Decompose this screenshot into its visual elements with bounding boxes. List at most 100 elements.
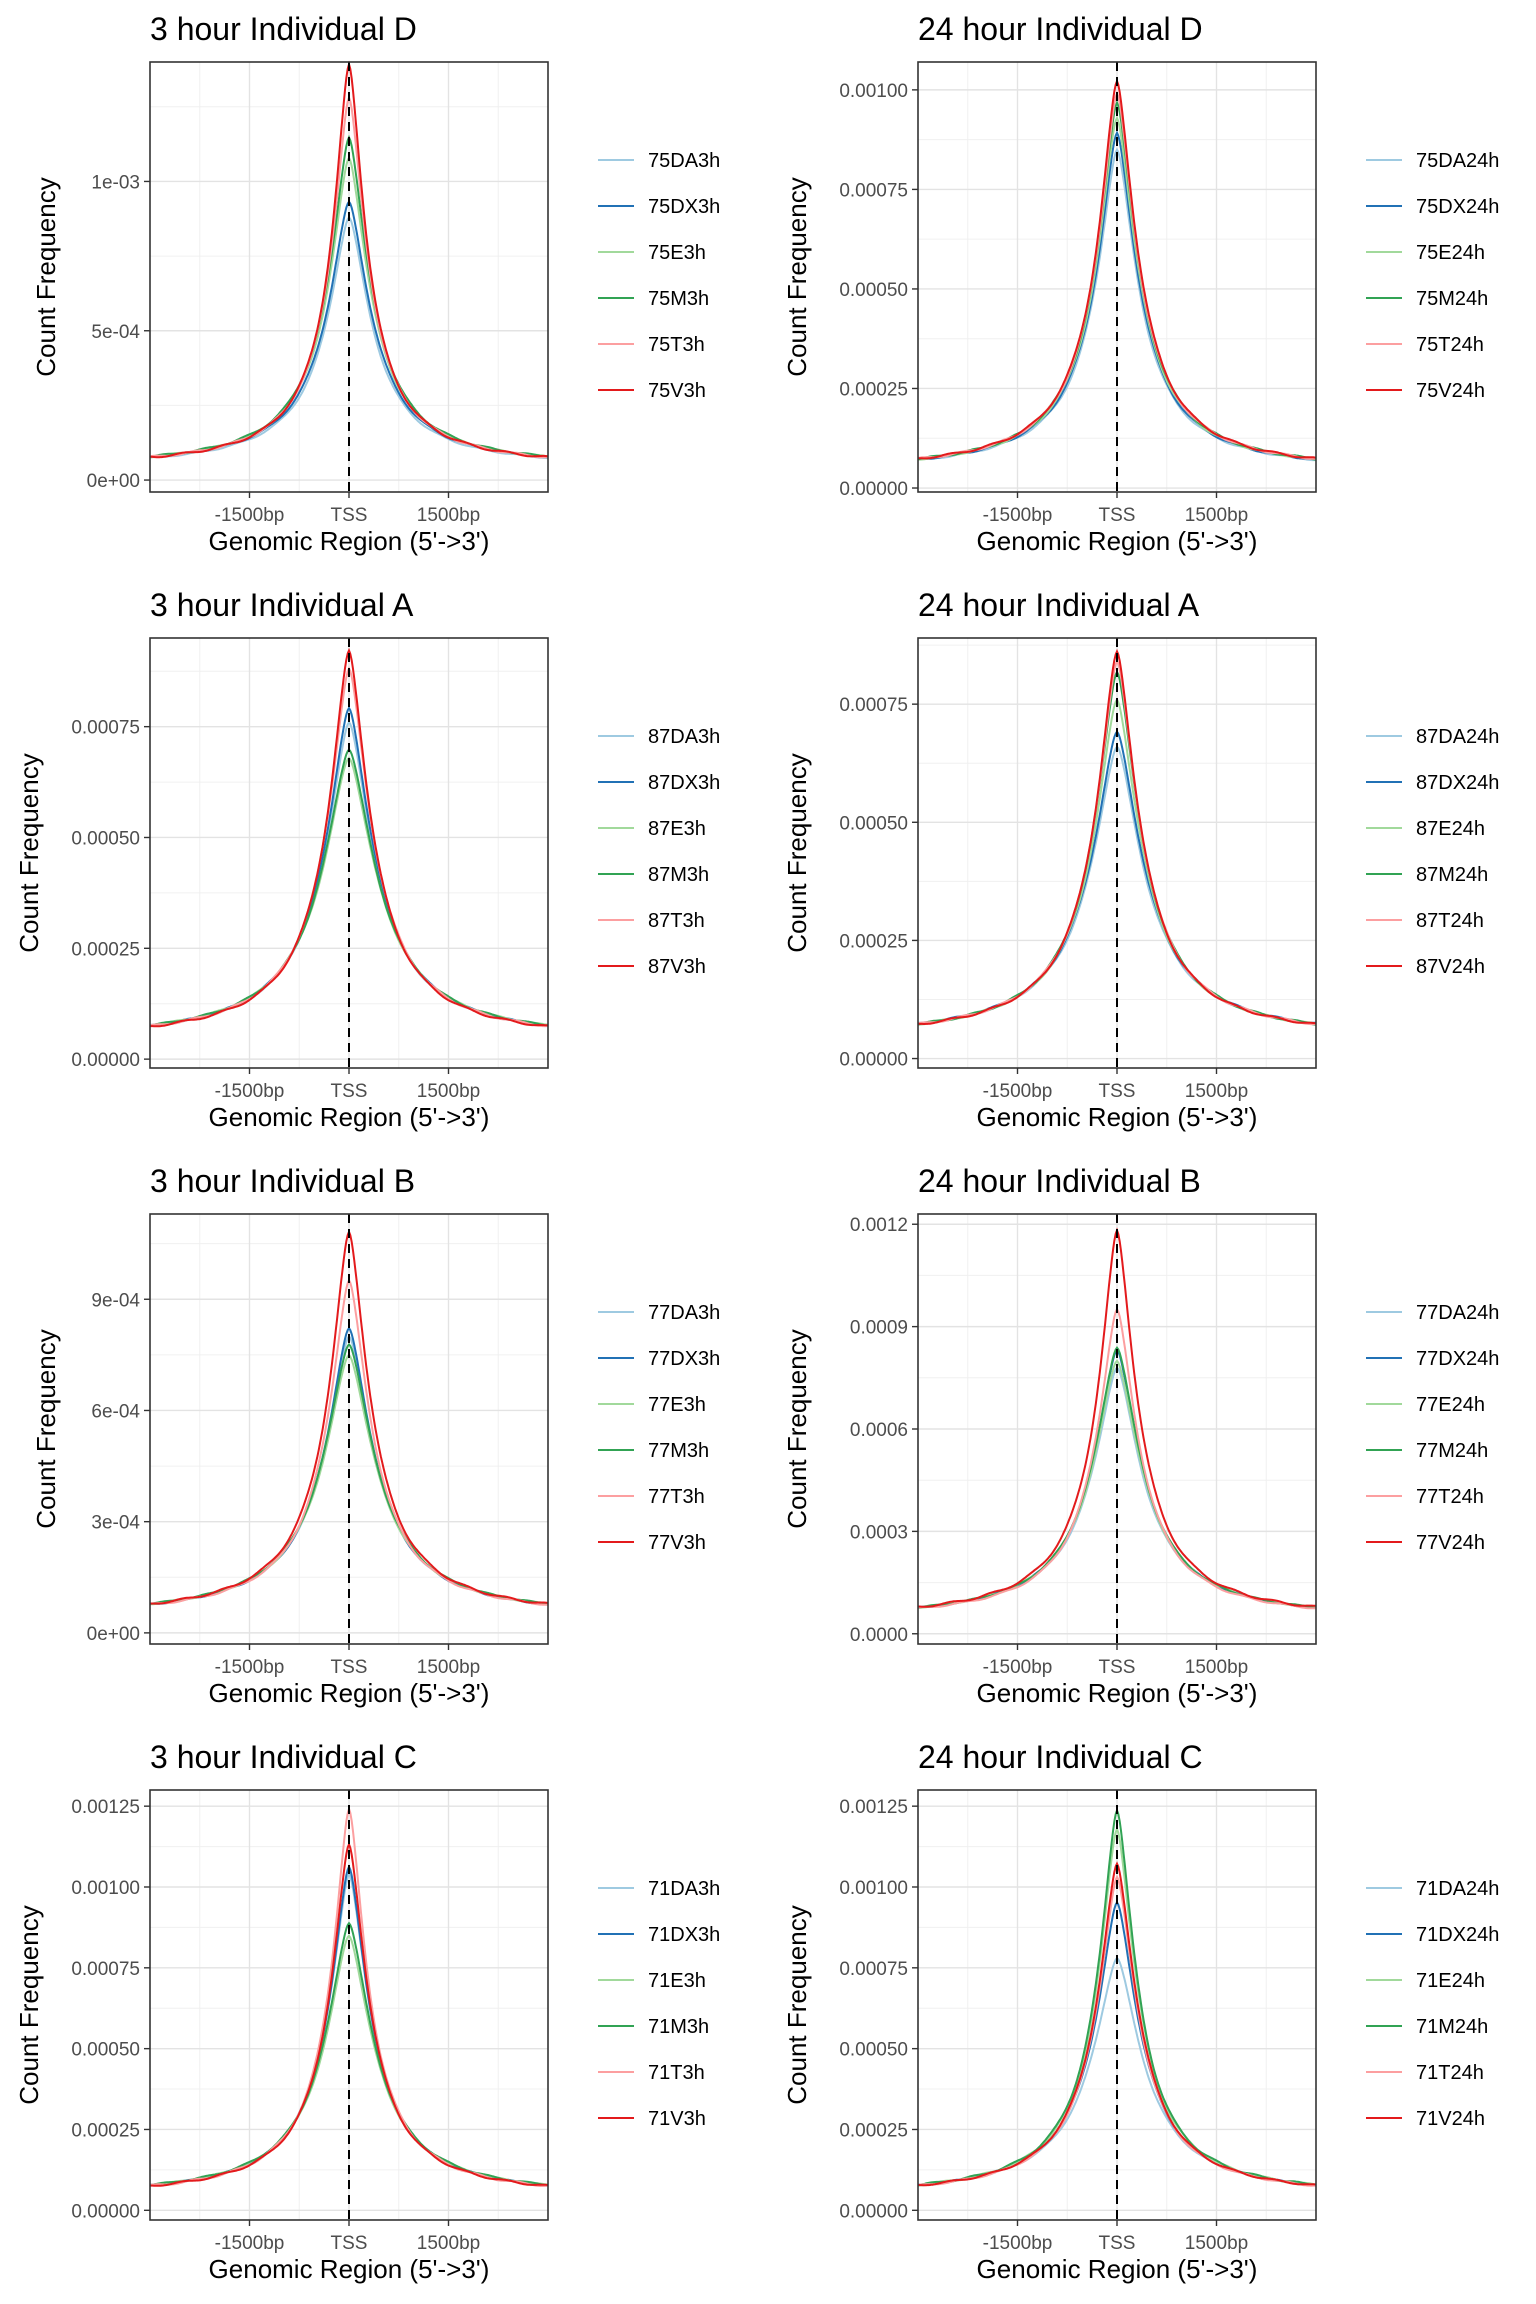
legend-label: 77E24h: [1416, 1394, 1485, 1416]
x-tick-label: -1500bp: [215, 1657, 285, 1678]
y-tick-label: 0.0006: [850, 1420, 908, 1441]
y-tick-label: 0.00100: [71, 1878, 140, 1899]
x-tick-label: -1500bp: [983, 505, 1053, 526]
panel-5: 3 hour Individual B 0e+00 3e-04 6e-04 9e-04 -…: [0, 1152, 768, 1728]
legend-label: 71M3h: [648, 2016, 709, 2038]
series-line-71M3h: [149, 1921, 549, 2187]
y-tick-label: 0e+00: [87, 1624, 140, 1645]
series-line-71V3h: [149, 1841, 549, 2187]
x-axis-title: Genomic Region (5'->3'): [977, 2254, 1258, 2284]
y-tick-label: 0.00050: [71, 2040, 140, 2061]
legend-label: 77DX24h: [1416, 1348, 1499, 1370]
chart-title: 24 hour Individual C: [918, 1739, 1203, 1775]
y-tick-label: 0.00025: [71, 939, 140, 960]
x-axis-title: Genomic Region (5'->3'): [209, 1102, 490, 1132]
legend-label: 87E24h: [1416, 818, 1485, 840]
panel-2: 24 hour Individual D 0.00000 0.00025 0.0005…: [768, 0, 1536, 576]
legend-label: 71V3h: [648, 2108, 706, 2130]
y-tick-label: 5e-04: [91, 322, 140, 343]
legend-label: 77E3h: [648, 1394, 706, 1416]
chart-title: 3 hour Individual B: [150, 1163, 415, 1199]
y-tick-label: 0.00075: [839, 180, 908, 201]
chart-title: 24 hour Individual A: [918, 587, 1200, 623]
y-tick-label: 0.00025: [839, 2120, 908, 2141]
y-tick-label: 0.0003: [850, 1522, 908, 1543]
y-axis-title: Count Frequency: [782, 177, 812, 376]
legend-label: 75T3h: [648, 334, 705, 356]
legend-label: 71T24h: [1416, 2062, 1484, 2084]
y-tick-label: 0.00000: [839, 479, 908, 500]
legend-label: 87E3h: [648, 818, 706, 840]
y-tick-label: 0.00125: [839, 1797, 908, 1818]
legend-label: 75DA3h: [648, 150, 720, 172]
x-tick-label: 1500bp: [1185, 1081, 1248, 1102]
legend-label: 75E3h: [648, 242, 706, 264]
chart-title: 24 hour Individual D: [918, 11, 1203, 47]
x-tick-label: -1500bp: [983, 1657, 1053, 1678]
legend-label: 87T3h: [648, 910, 705, 932]
legend-label: 87DX24h: [1416, 772, 1499, 794]
legend-label: 87V24h: [1416, 956, 1485, 978]
legend-label: 75DX24h: [1416, 196, 1499, 218]
x-tick-label: TSS: [1099, 1657, 1136, 1678]
chart-title: 3 hour Individual A: [150, 587, 414, 623]
series-line-87V3h: [150, 647, 549, 1028]
panel-3: 3 hour Individual A 0.00000 0.00025 0.00050…: [0, 576, 768, 1152]
legend-label: 71E3h: [648, 1970, 706, 1992]
chart-svg: 3 hour Individual B 0e+00 3e-04 6e-04 9e-04 -…: [31, 1163, 720, 1708]
y-axis-title: Count Frequency: [782, 753, 812, 952]
y-tick-label: 0.00050: [839, 813, 908, 834]
legend-label: 75V3h: [648, 380, 706, 402]
x-tick-label: 1500bp: [1185, 1657, 1248, 1678]
chart-svg: 3 hour Individual D 0e+00 5e-04 1e-03 -1500b…: [31, 11, 720, 556]
legend-label: 75T24h: [1416, 334, 1484, 356]
chart-svg: 24 hour Individual A 0.00000 0.00025 0.0005…: [782, 587, 1499, 1132]
x-tick-label: 1500bp: [417, 1081, 480, 1102]
y-tick-label: 0.00100: [839, 1878, 908, 1899]
legend-label: 75M3h: [648, 288, 709, 310]
legend-label: 75DA24h: [1416, 150, 1499, 172]
x-tick-label: 1500bp: [417, 1657, 480, 1678]
chart-svg: 3 hour Individual A 0.00000 0.00025 0.00050…: [14, 587, 720, 1132]
y-axis-title: Count Frequency: [31, 177, 61, 376]
x-tick-label: TSS: [331, 1657, 368, 1678]
y-tick-label: 0e+00: [87, 471, 140, 492]
x-tick-label: 1500bp: [1185, 2233, 1248, 2254]
legend-label: 77M3h: [648, 1440, 709, 1462]
legend-label: 71E24h: [1416, 1970, 1485, 1992]
x-tick-label: 1500bp: [417, 2233, 480, 2254]
legend-label: 75E24h: [1416, 242, 1485, 264]
x-tick-label: TSS: [331, 2233, 368, 2254]
x-tick-label: TSS: [1099, 505, 1136, 526]
chart-svg: 24 hour Individual C 0.00000 0.00025 0.0005…: [782, 1739, 1499, 2284]
y-axis-title: Count Frequency: [31, 1329, 61, 1528]
y-axis-title: Count Frequency: [14, 1905, 44, 2104]
y-tick-label: 0.0009: [850, 1318, 908, 1339]
y-tick-label: 0.00075: [71, 1959, 140, 1980]
x-axis-title: Genomic Region (5'->3'): [977, 1102, 1258, 1132]
y-tick-label: 0.0000: [850, 1625, 908, 1646]
x-tick-label: 1500bp: [417, 505, 480, 526]
legend-label: 77DA24h: [1416, 1302, 1499, 1324]
panel-1: 3 hour Individual D 0e+00 5e-04 1e-03 -1500b…: [0, 0, 768, 576]
legend-label: 75DX3h: [648, 196, 720, 218]
y-tick-label: 0.00025: [839, 931, 908, 952]
x-axis-title: Genomic Region (5'->3'): [977, 526, 1258, 556]
legend-label: 71T3h: [648, 2062, 705, 2084]
panel-7: 3 hour Individual C 0.00000 0.00025 0.00050…: [0, 1728, 768, 2304]
legend-label: 87DA3h: [648, 726, 720, 748]
y-tick-label: 0.00100: [839, 81, 908, 102]
chart-title: 3 hour Individual C: [150, 1739, 417, 1775]
chart-svg: 3 hour Individual C 0.00000 0.00025 0.00050…: [14, 1739, 720, 2284]
legend-label: 71DA3h: [648, 1878, 720, 1900]
legend-label: 71DA24h: [1416, 1878, 1499, 1900]
x-tick-label: -1500bp: [983, 1081, 1053, 1102]
y-tick-label: 0.0012: [850, 1215, 908, 1236]
y-tick-label: 0.00050: [71, 828, 140, 849]
y-tick-label: 0.00075: [839, 1959, 908, 1980]
y-tick-label: 0.00025: [839, 379, 908, 400]
x-tick-label: -1500bp: [983, 2233, 1053, 2254]
legend-label: 87DX3h: [648, 772, 720, 794]
y-tick-label: 0.00075: [71, 718, 140, 739]
